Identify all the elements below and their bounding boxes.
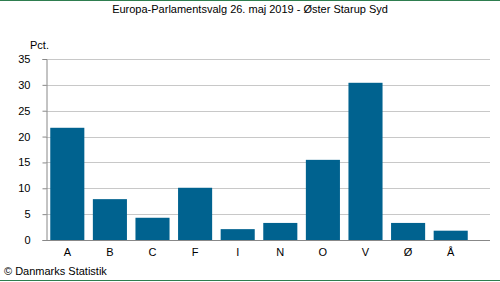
grid-line [46,162,490,163]
y-axis-title: Pct. [30,39,49,51]
grid-line [46,188,490,189]
x-tick: Ø [404,241,413,259]
bars [50,83,467,240]
y-tick: 0 [24,234,46,246]
bar [135,218,169,240]
y-tick: 15 [18,156,46,168]
y-tick: 30 [18,79,46,91]
y-axis-line [43,60,48,241]
x-tick: I [236,241,239,259]
x-tick: F [192,241,199,259]
bar [348,83,382,240]
x-tick-label: C [149,246,157,258]
y-tick-mark [43,240,47,241]
x-tick: B [106,241,113,259]
y-tick-label: 0 [24,234,30,246]
bar [93,199,127,240]
bar [434,231,468,240]
y-tick: 25 [18,105,46,117]
y-tick-label: 5 [24,208,30,220]
y-tick-mark [43,137,47,138]
frame-line [0,280,500,281]
y-tick-label: 15 [18,156,30,168]
bar [50,128,84,240]
y-tick-label: 10 [18,182,30,194]
y-tick: 10 [18,182,46,194]
y-axis: 0 5 10 15 20 25 30 35 [18,53,47,246]
y-tick-mark [43,188,47,189]
grid-line [46,85,490,86]
bar [391,223,425,240]
x-tick-label: B [106,246,113,258]
x-tick-label: Ø [404,246,413,258]
y-tick: 5 [24,208,46,220]
y-tick-label: 35 [18,53,30,65]
x-tick: V [362,241,370,259]
title: Europa-Parlamentsvalg 26. maj 2019 - Øst… [112,3,388,15]
x-tick-label: Å [447,246,455,258]
bar [178,188,212,240]
y-tick-label: 30 [18,79,30,91]
x-tick: N [276,241,284,259]
x-tick-label: A [64,246,72,258]
y-tick: 20 [18,131,46,143]
grid-line [46,240,490,241]
bar [306,160,340,240]
grid-line [46,59,490,60]
source: © Danmarks Statistik [4,265,107,277]
bar [221,229,255,240]
x-tick: O [319,241,328,259]
x-tick: A [64,241,72,259]
x-axis-line [46,240,490,241]
y-tick-label: 20 [18,131,30,143]
chart: Europa-Parlamentsvalg 26. maj 2019 - Øst… [0,0,500,282]
y-tick-mark [43,111,47,112]
y-tick: 35 [18,53,46,65]
grid-line [46,111,490,112]
y-tick-mark [43,162,47,163]
y-tick-mark [43,214,47,215]
bar [263,223,297,240]
x-tick-label: V [362,246,370,258]
x-tick: Å [447,241,455,259]
x-axis: ABCFINOVØÅ [46,241,490,259]
y-tick-label: 25 [18,105,30,117]
x-tick-label: N [276,246,284,258]
x-tick: C [149,241,157,259]
frame-line [0,0,500,1]
y-tick-mark [43,85,47,86]
grid [46,60,490,241]
y-tick-mark [43,59,47,60]
x-tick-label: I [236,246,239,258]
grid-line [46,137,490,138]
x-tick-label: O [319,246,328,258]
x-tick-label: F [192,246,199,258]
